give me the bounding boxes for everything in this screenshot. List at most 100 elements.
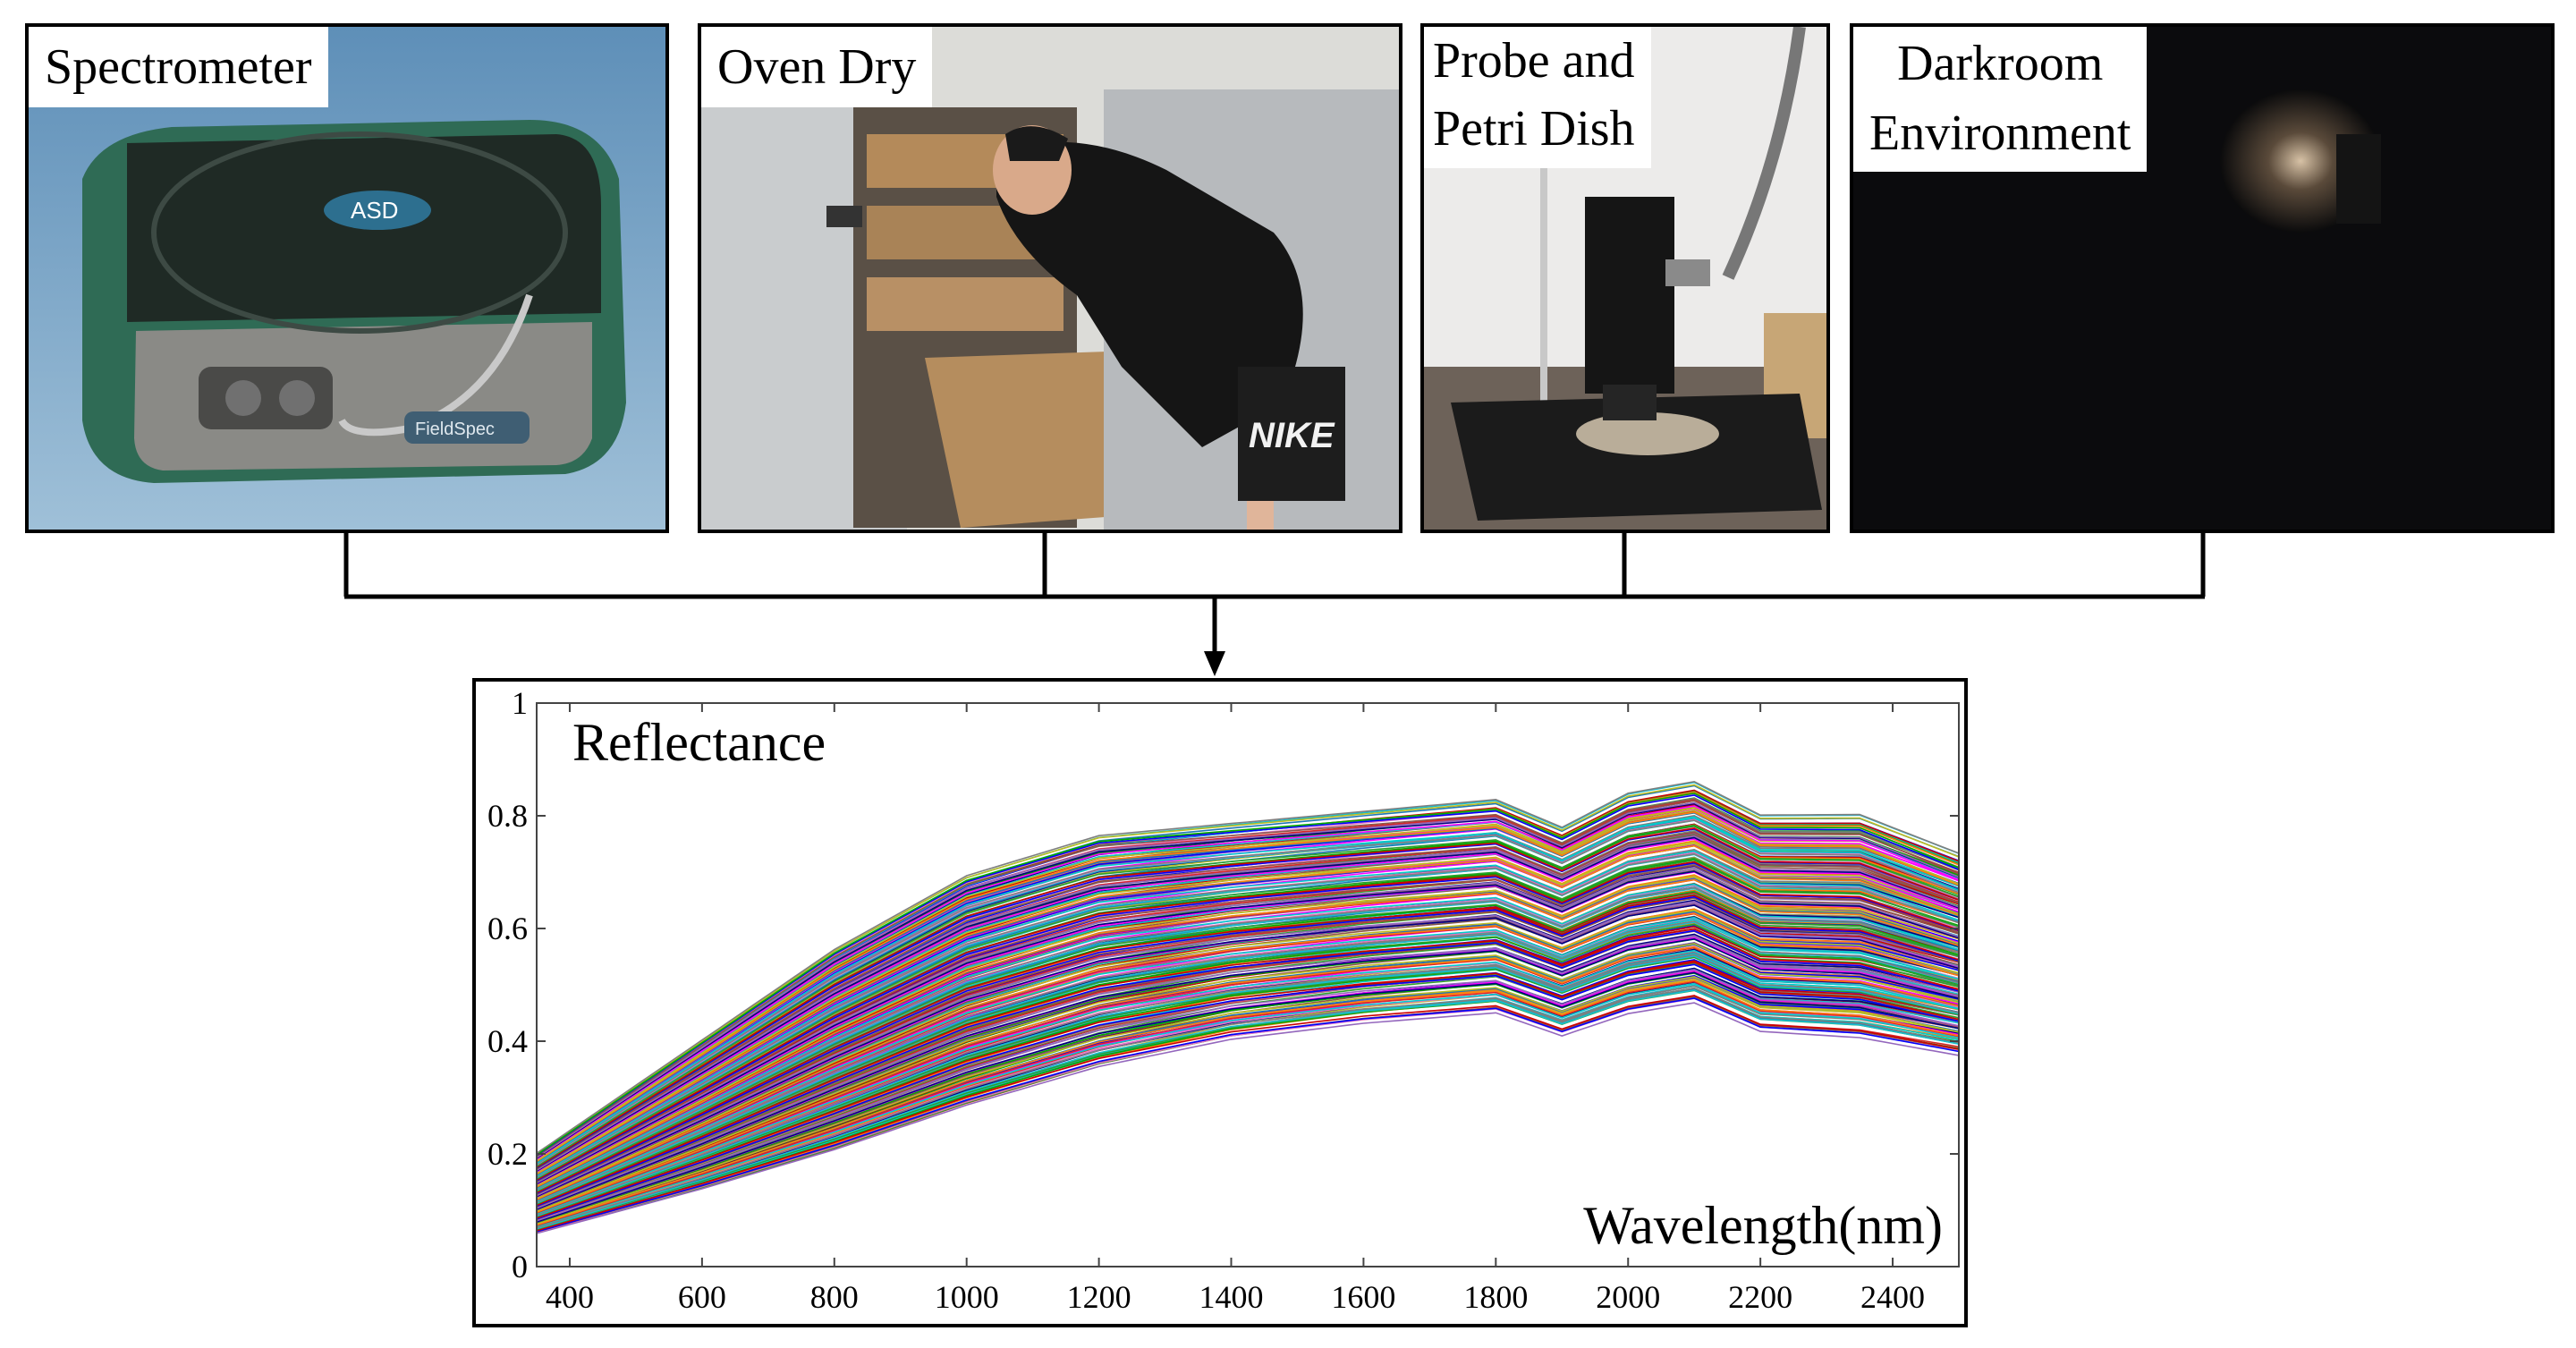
spectrum-line bbox=[536, 836, 1960, 1172]
x-tick-label: 2000 bbox=[1596, 1279, 1660, 1315]
spectrum-line bbox=[536, 904, 1960, 1198]
x-tick-label: 2400 bbox=[1860, 1279, 1925, 1315]
spectrum-line bbox=[536, 995, 1960, 1232]
spectrum-line bbox=[536, 954, 1960, 1217]
spectrum-line bbox=[536, 928, 1960, 1207]
spectrometer-photo-panel: ASD FieldSpec Spectrometer bbox=[25, 23, 669, 533]
probe-photo-panel: Probe and Petri Dish bbox=[1420, 23, 1830, 533]
spectrum-line bbox=[536, 870, 1960, 1185]
probe-label-line1: Probe and bbox=[1433, 33, 1635, 89]
spectrum-line bbox=[536, 989, 1960, 1230]
spectrum-line bbox=[536, 949, 1960, 1215]
y-axis: 0 0.2 0.4 0.6 0.8 1 bbox=[487, 685, 1959, 1284]
shorts-logo-text: NIKE bbox=[1249, 416, 1335, 455]
spectrum-line bbox=[536, 976, 1960, 1225]
spectrometer-label: Spectrometer bbox=[29, 27, 328, 107]
fieldspec-logo-text: FieldSpec bbox=[415, 420, 495, 439]
spectrum-line bbox=[536, 864, 1960, 1183]
y-tick-label: 0.6 bbox=[487, 911, 528, 946]
spectrum-line bbox=[536, 792, 1960, 1156]
spectrum-line bbox=[536, 963, 1960, 1220]
spectrum-line bbox=[536, 844, 1960, 1176]
spectrum-line bbox=[536, 895, 1960, 1195]
spectrum-line bbox=[536, 937, 1960, 1210]
spectrum-line bbox=[536, 971, 1960, 1223]
darkroom-label: Darkroom Environment bbox=[1853, 27, 2148, 172]
spectrum-line bbox=[536, 946, 1960, 1214]
spectrum-line bbox=[536, 817, 1960, 1165]
spectrum-line bbox=[536, 857, 1960, 1180]
spectrum-line bbox=[536, 916, 1960, 1202]
spectrum-line bbox=[536, 961, 1960, 1219]
spectrum-line bbox=[536, 912, 1960, 1200]
spectrum-line bbox=[536, 909, 1960, 1200]
spectrum-line bbox=[536, 819, 1960, 1166]
spectrum-line bbox=[536, 861, 1960, 1182]
arrow-head bbox=[1204, 651, 1225, 676]
reflectance-chart-frame: 400 600 800 1000 1200 1400 1600 1800 2000 2200 240… bbox=[472, 678, 1968, 1327]
chart-title: Reflectance bbox=[572, 713, 826, 772]
x-tick-label: 1600 bbox=[1331, 1279, 1395, 1315]
spectra-series-group bbox=[536, 780, 1960, 1234]
y-tick-label: 0 bbox=[512, 1249, 528, 1284]
reflectance-chart: 400 600 800 1000 1200 1400 1600 1800 2000 2200 240… bbox=[487, 685, 1960, 1315]
spectrum-line bbox=[536, 784, 1960, 1155]
spectrum-line bbox=[536, 835, 1960, 1171]
asd-logo-text: ASD bbox=[351, 197, 398, 224]
spectrum-line bbox=[536, 869, 1960, 1184]
probe-label: Probe and Petri Dish bbox=[1424, 27, 1651, 168]
spectrum-line bbox=[536, 945, 1960, 1213]
spectrum-line bbox=[536, 982, 1960, 1227]
y-tick-label: 0.2 bbox=[487, 1136, 528, 1172]
spectrum-line bbox=[536, 811, 1960, 1163]
x-tick-label: 1200 bbox=[1067, 1279, 1131, 1315]
darkroom-label-line2: Environment bbox=[1869, 106, 2131, 161]
spectrum-line bbox=[536, 810, 1960, 1162]
x-tick-label: 1800 bbox=[1463, 1279, 1528, 1315]
spectrum-line bbox=[536, 852, 1960, 1178]
oven-label: Oven Dry bbox=[701, 27, 933, 107]
spectrum-line bbox=[536, 942, 1960, 1212]
darkroom-label-line1: Darkroom bbox=[1897, 36, 2104, 91]
spectrum-line bbox=[536, 955, 1960, 1217]
y-tick-label: 0.4 bbox=[487, 1023, 528, 1059]
spectrum-line bbox=[536, 805, 1960, 1160]
spectrum-line bbox=[536, 844, 1960, 1175]
x-tick-label: 2200 bbox=[1728, 1279, 1792, 1315]
oven-photo: NIKE bbox=[701, 27, 1399, 530]
x-axis: 400 600 800 1000 1200 1400 1600 1800 2000 2200 240… bbox=[546, 703, 1925, 1315]
spectrum-line bbox=[536, 897, 1960, 1195]
x-tick-label: 1000 bbox=[935, 1279, 999, 1315]
x-tick-label: 400 bbox=[546, 1279, 594, 1315]
spectrum-line bbox=[536, 894, 1960, 1194]
spectrum-line bbox=[536, 798, 1960, 1157]
spectrum-line bbox=[536, 929, 1960, 1208]
spectrum-line bbox=[536, 923, 1960, 1205]
probe-label-line2: Petri Dish bbox=[1433, 101, 1635, 157]
x-axis-label: Wavelength(nm) bbox=[1583, 1196, 1943, 1255]
oven-photo-panel: NIKE Oven Dry bbox=[698, 23, 1402, 533]
spectrum-line bbox=[536, 921, 1960, 1204]
x-tick-label: 1400 bbox=[1199, 1279, 1264, 1315]
spectrum-line bbox=[536, 969, 1960, 1222]
spectrum-line bbox=[536, 979, 1960, 1226]
spectrometer-photo: ASD FieldSpec bbox=[29, 27, 665, 530]
spectrum-line bbox=[536, 802, 1960, 1159]
y-tick-label: 0.8 bbox=[487, 798, 528, 834]
spectrum-line bbox=[536, 824, 1960, 1167]
spectrum-line bbox=[536, 980, 1960, 1226]
spectrum-line bbox=[536, 883, 1960, 1190]
spectrum-line bbox=[536, 902, 1960, 1197]
spectrum-line bbox=[536, 850, 1960, 1177]
spectrum-line bbox=[536, 956, 1960, 1217]
darkroom-photo-panel: Darkroom Environment bbox=[1850, 23, 2555, 533]
spectrum-line bbox=[536, 997, 1960, 1233]
x-tick-label: 800 bbox=[810, 1279, 859, 1315]
spectrum-line bbox=[536, 861, 1960, 1181]
y-tick-label: 1 bbox=[512, 685, 528, 721]
spectrum-line bbox=[536, 987, 1960, 1229]
spectrum-line bbox=[536, 831, 1960, 1170]
spectrum-line bbox=[536, 876, 1960, 1187]
plot-area bbox=[536, 702, 1960, 1267]
spectrum-line bbox=[536, 843, 1960, 1174]
